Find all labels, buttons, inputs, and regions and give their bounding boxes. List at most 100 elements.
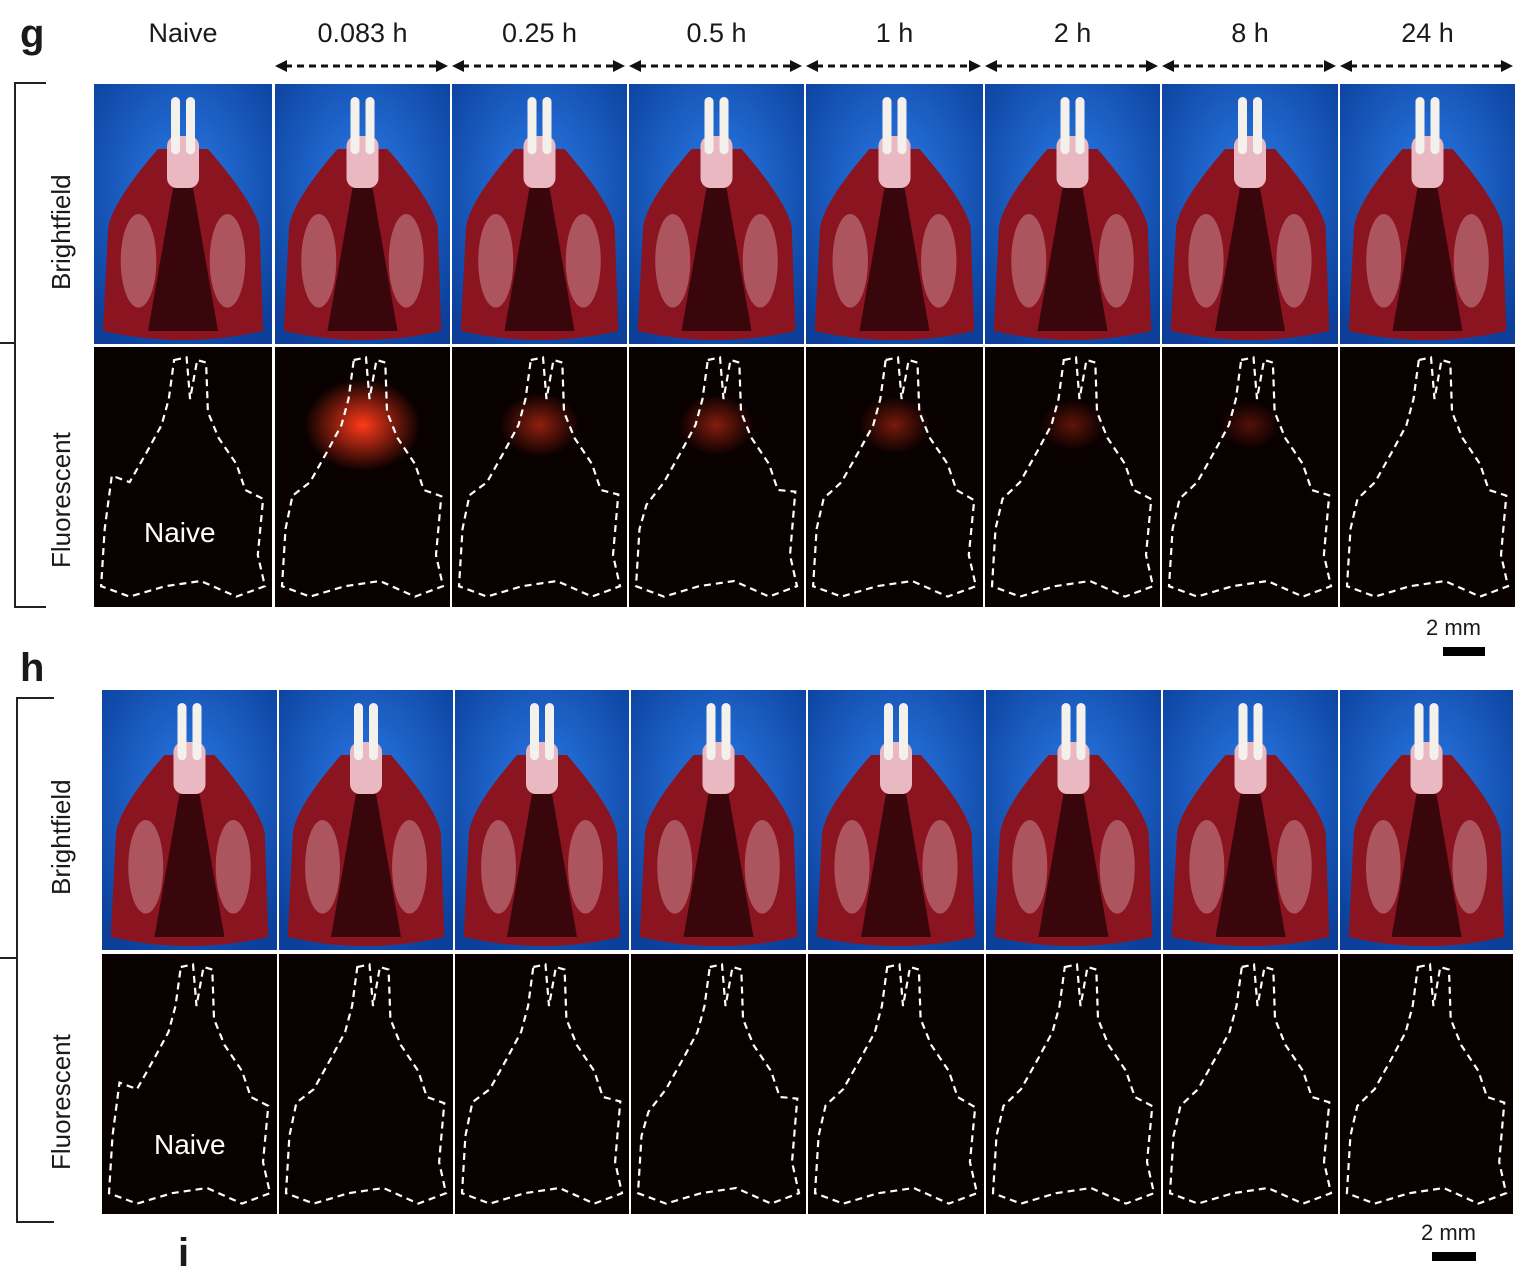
g-fluorescent-image-5 xyxy=(985,347,1160,607)
incisor xyxy=(897,97,907,155)
column-label-6: 8 h xyxy=(1231,18,1269,48)
dark-backdrop xyxy=(102,954,277,1214)
column-label-3: 0.5 h xyxy=(686,18,747,48)
g-fluorescent-image-0: Naive xyxy=(94,347,272,607)
g-brightfield-image-1 xyxy=(275,84,450,344)
incisor xyxy=(365,97,375,155)
incisor xyxy=(882,97,892,155)
dark-backdrop xyxy=(1340,954,1513,1214)
tissue-outline xyxy=(634,356,799,598)
g-naive-label: Naive xyxy=(144,517,216,548)
g-brightfield-image-5 xyxy=(985,84,1160,344)
row-label-fluorescent-g: Fluorescent xyxy=(46,432,76,568)
incisor xyxy=(1253,703,1263,761)
timepoint-arrow xyxy=(629,60,802,72)
dark-backdrop xyxy=(1340,347,1515,607)
incisor xyxy=(1414,703,1424,761)
tissue-outline xyxy=(107,963,272,1205)
incisor xyxy=(350,97,360,155)
timepoint-arrow xyxy=(806,60,981,72)
h-brightfield-image-1 xyxy=(279,690,453,950)
h-brightfield-image-7 xyxy=(1340,690,1513,950)
tissue-outline xyxy=(284,963,448,1205)
row-bracket-g xyxy=(14,82,46,608)
timepoint-arrow xyxy=(275,60,448,72)
tissue-outline xyxy=(1345,963,1508,1205)
dark-backdrop xyxy=(94,347,272,607)
scale-label-g: 2 mm xyxy=(1426,615,1481,640)
column-label-4: 1 h xyxy=(875,18,914,48)
incisor xyxy=(1061,703,1071,761)
row-label-brightfield-g: Brightfield xyxy=(46,174,76,290)
incisor xyxy=(527,97,537,155)
dark-backdrop xyxy=(1163,954,1338,1214)
dark-backdrop xyxy=(452,347,627,607)
incisor xyxy=(1238,703,1248,761)
incisor xyxy=(721,703,731,761)
g-fluorescent-image-4 xyxy=(806,347,983,607)
incisor xyxy=(899,703,908,761)
incisor xyxy=(1075,97,1085,155)
timepoint-arrow xyxy=(452,60,625,72)
tissue-outline xyxy=(457,356,622,598)
incisor xyxy=(1429,703,1439,761)
h-brightfield-image-2 xyxy=(455,690,629,950)
incisor xyxy=(530,703,539,761)
row-tick-h xyxy=(0,957,16,959)
fluorescence-signal xyxy=(678,394,755,456)
h-brightfield-image-4 xyxy=(808,690,984,950)
panel-letter-i: i xyxy=(178,1231,190,1275)
incisor xyxy=(542,97,552,155)
fluorescence-signal xyxy=(499,393,580,457)
g-brightfield-image-2 xyxy=(452,84,627,344)
g-fluorescent-image-3 xyxy=(629,347,804,607)
incisor xyxy=(719,97,729,155)
dark-backdrop xyxy=(986,954,1161,1214)
incisor xyxy=(706,703,716,761)
tissue-outline xyxy=(280,356,445,598)
tissue-outline xyxy=(813,963,979,1205)
dark-backdrop xyxy=(806,347,983,607)
column-label-7: 24 h xyxy=(1401,18,1454,48)
g-fluorescent-image-1 xyxy=(275,347,450,607)
g-fluorescent-image-7 xyxy=(1340,347,1515,607)
dark-backdrop xyxy=(631,954,806,1214)
h-brightfield-image-3 xyxy=(631,690,806,950)
incisor xyxy=(1238,97,1247,155)
dark-backdrop xyxy=(629,347,804,607)
incisor xyxy=(171,97,180,155)
h-brightfield-image-6 xyxy=(1163,690,1338,950)
dark-backdrop xyxy=(985,347,1160,607)
row-label-brightfield-h: Brightfield xyxy=(46,779,76,895)
timepoint-arrow xyxy=(1340,60,1513,72)
tissue-outline xyxy=(636,963,801,1205)
scale-label-h: 2 mm xyxy=(1421,1220,1476,1245)
tissue-outline xyxy=(811,356,978,598)
h-fluorescent-image-3 xyxy=(631,954,806,1214)
g-brightfield-image-6 xyxy=(1162,84,1338,344)
h-fluorescent-image-6 xyxy=(1163,954,1338,1214)
g-brightfield-image-0 xyxy=(94,84,272,344)
dark-backdrop xyxy=(1162,347,1338,607)
row-bracket-h xyxy=(16,697,54,1223)
incisor xyxy=(177,703,187,761)
column-label-5: 2 h xyxy=(1053,18,1092,48)
column-label-2: 0.25 h xyxy=(501,18,578,48)
incisor xyxy=(1253,97,1262,155)
incisor xyxy=(704,97,714,155)
incisor xyxy=(192,703,202,761)
h-fluorescent-image-0: Naive xyxy=(102,954,277,1214)
tissue-outline xyxy=(990,356,1155,598)
dark-backdrop xyxy=(455,954,629,1214)
g-fluorescent-image-2 xyxy=(452,347,627,607)
incisor xyxy=(1430,97,1440,155)
h-brightfield-image-5 xyxy=(986,690,1161,950)
h-naive-label: Naive xyxy=(154,1129,226,1160)
fluorescence-signal xyxy=(304,378,421,472)
incisor xyxy=(1060,97,1070,155)
dark-backdrop xyxy=(808,954,984,1214)
tissue-outline xyxy=(991,963,1156,1205)
scale-bar-g xyxy=(1443,647,1485,656)
tissue-outline xyxy=(99,356,267,598)
incisor xyxy=(369,703,378,761)
